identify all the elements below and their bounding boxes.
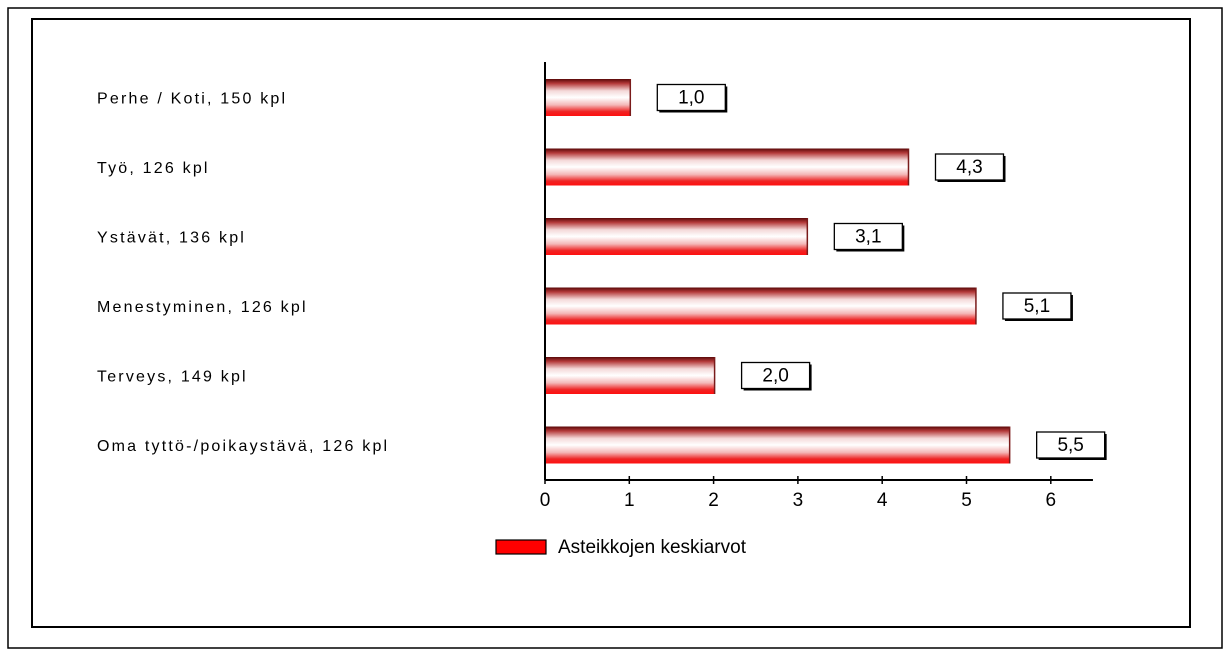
bar [546, 426, 1010, 464]
category-labels: Perhe / Koti, 150 kpl Työ, 126 kpl Ystävät… [97, 91, 389, 456]
axes [544, 62, 1093, 484]
data-label-box [656, 83, 726, 112]
x-tick-label: 6 [1046, 490, 1057, 511]
x-tick-label: 2 [708, 490, 719, 511]
data-label-box [1036, 431, 1106, 459]
category-label: Terveys, 149 kpl [97, 369, 248, 386]
data-label-box [740, 361, 811, 390]
category-label: Työ, 126 kpl [97, 160, 210, 177]
data-label-box [833, 222, 903, 251]
legend-label: Asteikkojen keskiarvot [558, 537, 747, 558]
x-tick-label: 1 [624, 490, 635, 511]
category-label: Ystävät, 136 kpl [97, 230, 246, 247]
x-tick-labels: 0 1 2 3 4 5 6 [540, 490, 1056, 511]
category-label: Menestyminen, 126 kpl [97, 299, 308, 316]
x-tick-label: 0 [540, 490, 551, 511]
bar [546, 218, 808, 255]
data-label: 2,0 [762, 366, 788, 387]
bar [546, 79, 631, 116]
outer-border [7, 7, 1223, 649]
category-label: Oma tyttö-/poikaystävä, 126 kpl [97, 438, 389, 455]
data-label: 5,1 [1024, 296, 1050, 317]
data-label: 5,5 [1057, 435, 1083, 456]
bar [546, 287, 976, 325]
legend: Asteikkojen keskiarvot [495, 537, 747, 558]
bar [546, 148, 909, 186]
data-label: 4,3 [956, 157, 982, 178]
data-label: 3,1 [855, 227, 881, 248]
x-tick-label: 5 [961, 490, 972, 511]
data-label: 1,0 [678, 88, 704, 109]
bars: 1,0 4,3 3,1 5,1 2,0 5,5 [546, 79, 1107, 464]
bar [546, 357, 715, 394]
x-tick-label: 4 [877, 490, 888, 511]
data-label-box [1002, 292, 1072, 320]
category-label: Perhe / Koti, 150 kpl [97, 91, 287, 108]
data-label-box [934, 153, 1005, 181]
legend-swatch [495, 539, 547, 555]
x-tick-label: 3 [793, 490, 804, 511]
chart-area-border [31, 18, 1191, 628]
